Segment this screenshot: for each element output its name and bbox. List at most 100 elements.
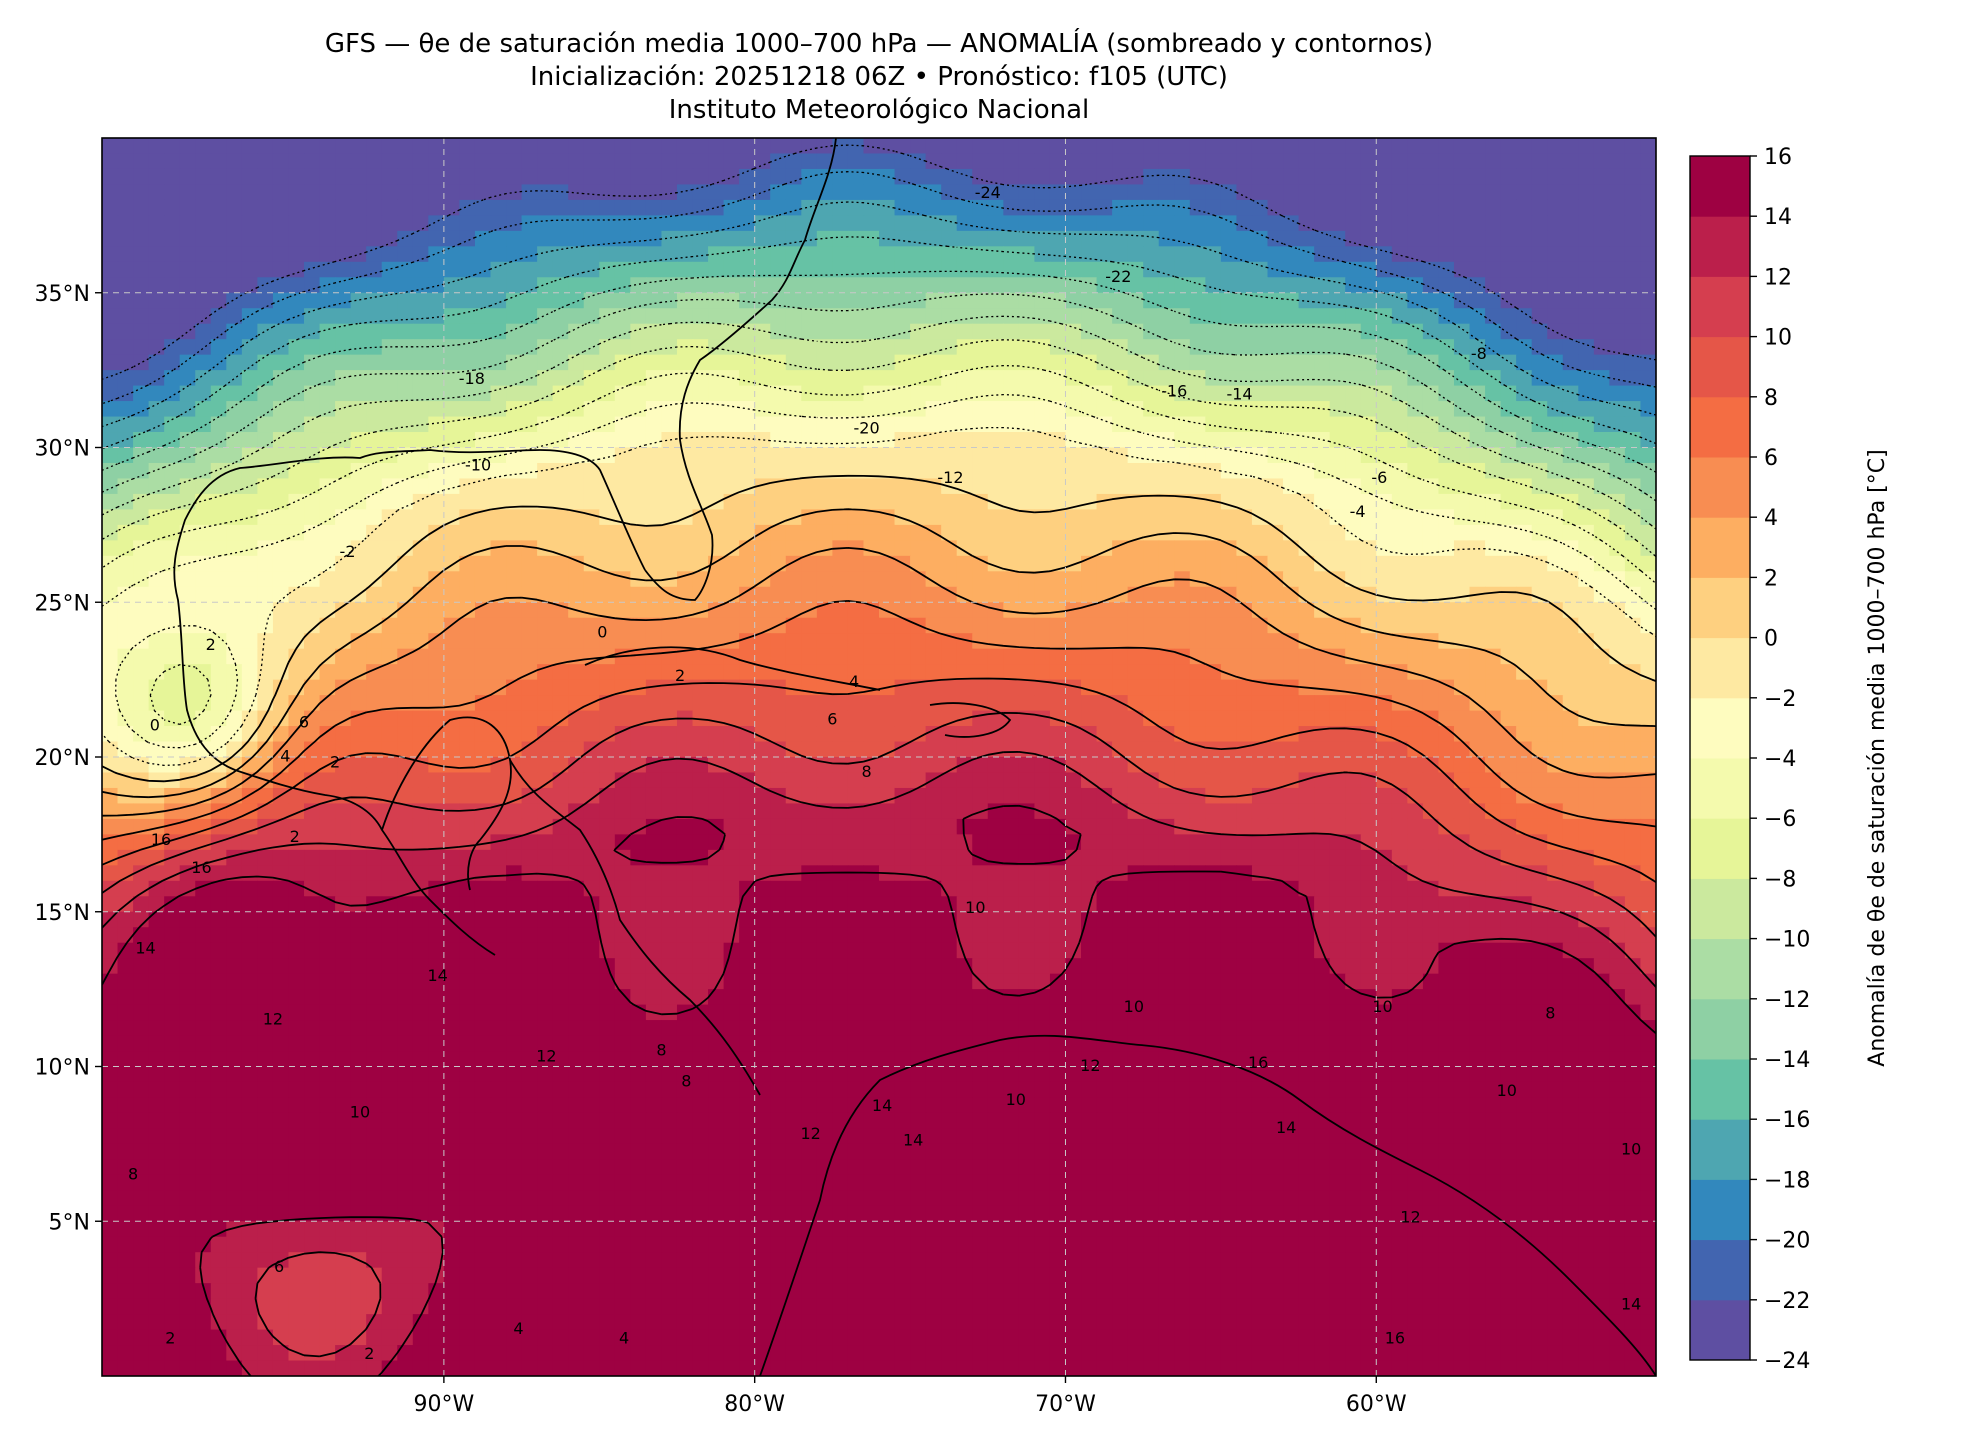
field-cell — [583, 339, 600, 356]
field-cell — [894, 308, 911, 325]
field-cell — [770, 710, 787, 727]
field-cell — [1562, 339, 1579, 356]
field-cell — [1469, 261, 1486, 278]
field-cell — [272, 215, 290, 232]
field-cell — [1096, 741, 1113, 758]
field-cell — [304, 401, 321, 418]
field-cell — [1376, 261, 1393, 278]
field-cell — [133, 555, 150, 572]
field-cell — [1329, 540, 1346, 557]
field-cell — [335, 215, 352, 232]
field-cell — [1360, 184, 1377, 201]
field-cell — [381, 215, 398, 232]
field-cell — [1112, 432, 1129, 449]
field-cell — [1593, 803, 1610, 820]
field-cell — [1003, 493, 1020, 510]
field-cell — [645, 215, 663, 232]
field-cell — [428, 323, 445, 340]
field-cell — [226, 153, 243, 170]
field-cell — [972, 695, 989, 712]
field-cell — [1298, 370, 1315, 387]
field-cell — [179, 199, 196, 216]
field-cell — [801, 199, 818, 216]
field-cell — [1143, 199, 1160, 216]
field-cell — [676, 880, 694, 897]
field-cell — [412, 308, 429, 325]
field-cell — [708, 184, 725, 201]
field-cell — [676, 230, 694, 247]
field-cell — [1034, 432, 1051, 449]
field-cell — [1143, 818, 1160, 835]
field-cell — [1422, 834, 1440, 851]
field-cell — [1562, 617, 1579, 634]
field-cell — [910, 292, 927, 309]
field-cell — [987, 292, 1004, 309]
field-cell — [195, 339, 212, 356]
field-cell — [257, 277, 274, 294]
field-cell — [117, 555, 134, 572]
field-cell — [1624, 710, 1642, 727]
field-cell — [1205, 246, 1222, 263]
field-cell — [1251, 849, 1269, 866]
field-cell — [987, 524, 1004, 541]
field-cell — [770, 602, 787, 619]
field-cell — [1096, 478, 1113, 495]
field-cell — [1609, 757, 1626, 774]
field-cell — [1640, 880, 1656, 897]
field-cell — [925, 741, 942, 758]
field-cell — [537, 184, 554, 201]
field-cell — [832, 215, 849, 232]
field-cell — [1003, 153, 1020, 170]
field-cell — [1516, 339, 1533, 356]
field-cell — [1360, 215, 1377, 232]
field-cell — [428, 153, 445, 170]
field-cell — [1547, 555, 1564, 572]
field-cell — [381, 633, 398, 650]
field-cell — [1158, 803, 1175, 820]
field-cell — [1298, 524, 1315, 541]
field-cell — [1096, 617, 1113, 634]
field-cell — [925, 679, 942, 696]
field-cell — [506, 757, 523, 774]
field-cell — [739, 493, 756, 510]
field-cell — [925, 772, 942, 789]
field-cell — [537, 757, 554, 774]
field-cell — [490, 215, 507, 232]
field-cell — [925, 586, 942, 603]
field-cell — [1329, 416, 1346, 433]
field-cell — [1267, 292, 1284, 309]
field-cell — [1578, 757, 1595, 774]
field-cell — [210, 633, 227, 650]
field-cell — [1049, 339, 1067, 356]
field-cell — [568, 323, 585, 340]
field-cell — [972, 493, 989, 510]
field-cell — [443, 432, 461, 449]
field-cell — [910, 633, 927, 650]
field-cell — [288, 370, 305, 387]
field-cell — [1640, 524, 1656, 541]
field-cell — [195, 493, 212, 510]
field-cell — [1127, 695, 1144, 712]
field-cell — [537, 447, 554, 464]
field-cell — [1081, 339, 1098, 356]
field-cell — [1640, 757, 1656, 774]
field-cell — [288, 493, 305, 510]
field-cell — [770, 416, 787, 433]
field-cell — [941, 896, 958, 913]
field-cell — [350, 447, 367, 464]
field-cell — [847, 834, 865, 851]
field-cell — [770, 153, 787, 170]
field-cell — [1314, 308, 1331, 325]
field-cell — [428, 524, 445, 541]
field-cell — [1096, 215, 1113, 232]
field-cell — [1065, 339, 1082, 356]
field-cell — [179, 772, 196, 789]
field-cell — [1112, 741, 1129, 758]
field-cell — [1314, 818, 1331, 835]
field-cell — [1143, 757, 1160, 774]
field-cell — [1562, 509, 1579, 526]
field-cell — [708, 215, 725, 232]
field-cell — [1516, 478, 1533, 495]
field-cell — [1065, 664, 1082, 681]
field-cell — [521, 215, 538, 232]
